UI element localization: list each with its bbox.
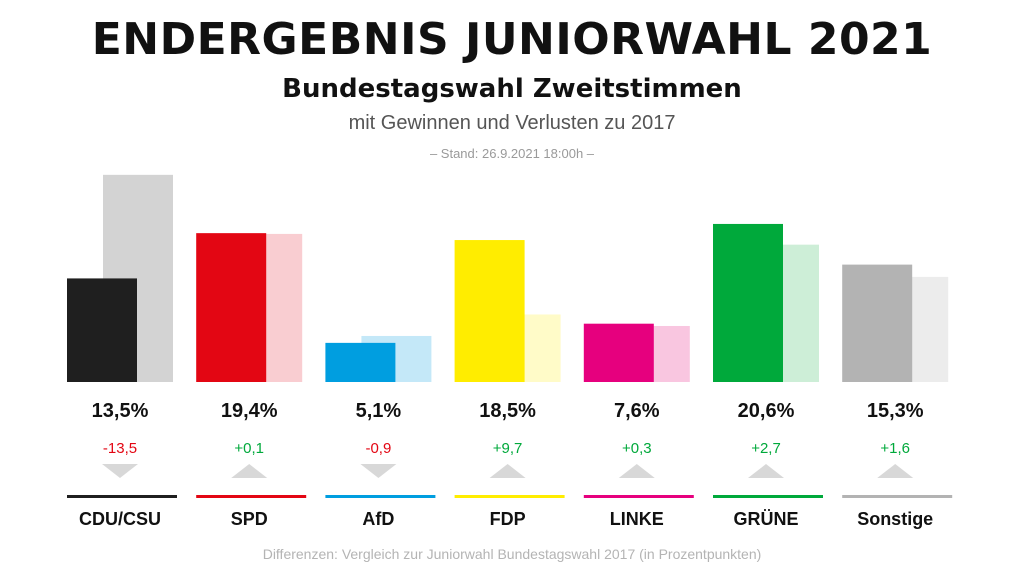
value-label-linke: 7,6% bbox=[614, 400, 660, 422]
category-label-afd: AfD bbox=[362, 509, 394, 529]
party-underline-afd bbox=[325, 495, 436, 498]
category-label-gruene: GRÜNE bbox=[733, 509, 798, 529]
category-label-cdu-csu: CDU/CSU bbox=[79, 509, 161, 529]
category-label-linke: LINKE bbox=[610, 509, 664, 529]
diff-label-cdu-csu: -13,5 bbox=[103, 440, 137, 457]
party-underline-sonstige bbox=[842, 495, 953, 498]
chart-title: ENDERGEBNIS JUNIORWAHL 2021 bbox=[91, 14, 933, 65]
arrow-up-icon bbox=[748, 464, 784, 478]
diff-label-spd: +0,1 bbox=[234, 440, 264, 457]
footnote: Differenzen: Vergleich zur Juniorwahl Bu… bbox=[262, 546, 762, 562]
value-label-sonstige: 15,3% bbox=[867, 400, 924, 422]
diff-label-afd: -0,9 bbox=[365, 440, 391, 457]
chart-subtitle: Bundestagswahl Zweitstimmen bbox=[282, 74, 742, 104]
value-label-afd: 5,1% bbox=[356, 400, 402, 422]
bar-2021-sonstige bbox=[842, 264, 913, 382]
party-underline-spd bbox=[196, 495, 307, 498]
bar-2021-linke bbox=[583, 323, 654, 382]
value-label-fdp: 18,5% bbox=[479, 400, 536, 422]
arrow-up-icon bbox=[489, 464, 526, 478]
bar-2021-afd bbox=[325, 342, 396, 382]
bar-2021-fdp bbox=[454, 240, 525, 382]
value-label-cdu-csu: 13,5% bbox=[92, 400, 149, 422]
party-underline-gruene bbox=[713, 495, 823, 498]
value-label-gruene: 20,6% bbox=[738, 400, 795, 422]
diff-label-linke: +0,3 bbox=[622, 440, 652, 457]
party-underline-cdu-csu bbox=[67, 495, 177, 498]
arrow-up-icon bbox=[877, 464, 914, 478]
category-label-fdp: FDP bbox=[490, 509, 526, 529]
value-label-spd: 19,4% bbox=[221, 400, 278, 422]
arrow-up-icon bbox=[618, 464, 655, 478]
bar-2021-gruene bbox=[713, 223, 783, 382]
party-underline-linke bbox=[583, 495, 694, 498]
chart-subtitle-secondary: mit Gewinnen und Verlusten zu 2017 bbox=[348, 112, 676, 134]
party-underline-fdp bbox=[454, 495, 565, 498]
category-label-sonstige: Sonstige bbox=[857, 509, 933, 529]
arrow-down-icon bbox=[360, 464, 397, 478]
diff-label-fdp: +9,7 bbox=[493, 440, 523, 457]
timestamp-label: – Stand: 26.9.2021 18:00h – bbox=[429, 146, 595, 161]
diff-label-gruene: +2,7 bbox=[751, 440, 781, 457]
diff-label-sonstige: +1,6 bbox=[880, 440, 910, 457]
arrow-up-icon bbox=[231, 464, 268, 478]
arrow-down-icon bbox=[102, 464, 138, 478]
category-label-spd: SPD bbox=[231, 509, 268, 529]
bar-2021-spd bbox=[196, 233, 267, 382]
bar-2021-cdu-csu bbox=[67, 278, 137, 382]
